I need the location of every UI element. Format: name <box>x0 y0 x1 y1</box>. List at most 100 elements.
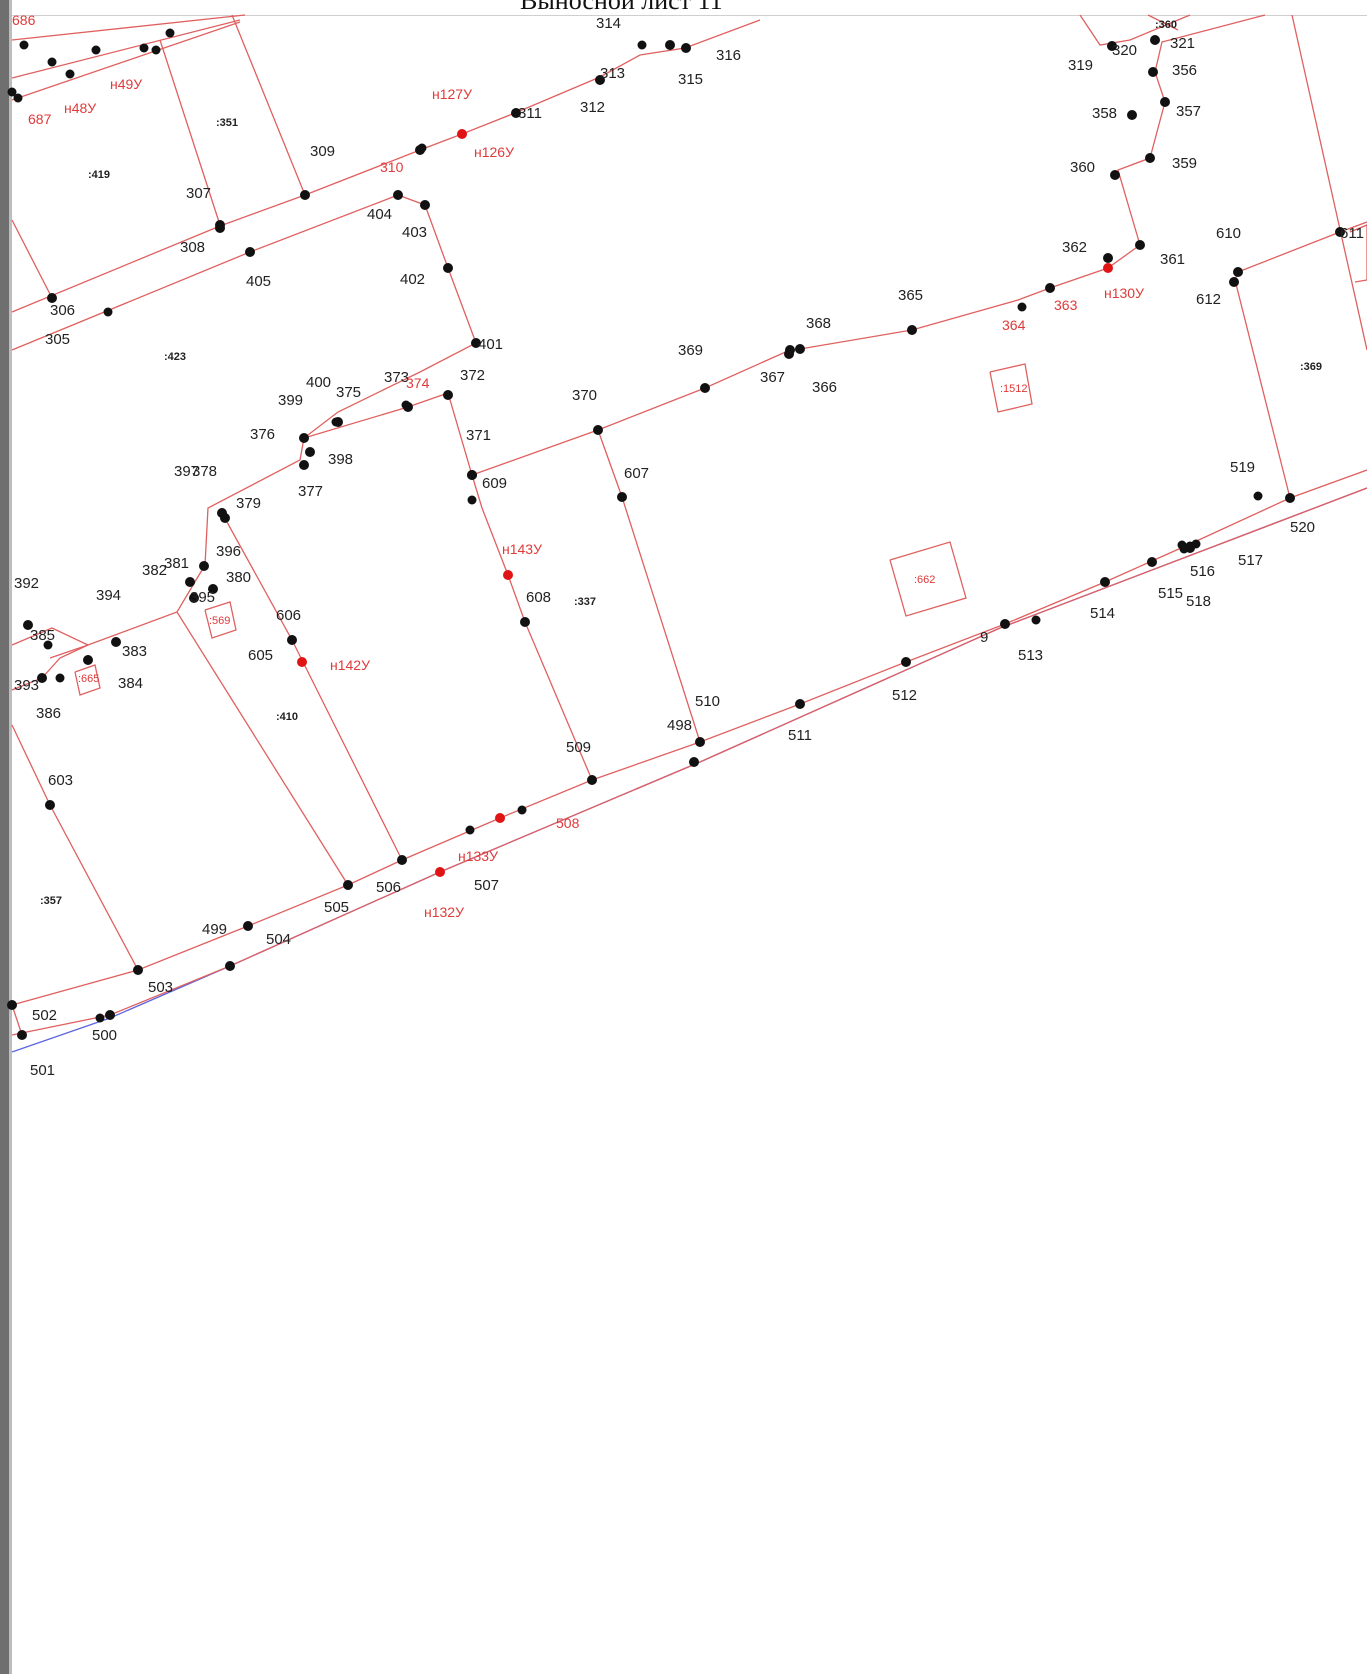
boundary-point-dot <box>1229 277 1239 287</box>
point-label: 513 <box>1018 647 1043 664</box>
boundary-point-dot <box>1233 267 1243 277</box>
boundary-point-dot <box>471 338 481 348</box>
point-label: н143У <box>502 541 542 557</box>
point-label: 506 <box>376 879 401 896</box>
point-label: 403 <box>402 224 427 241</box>
boundary-line <box>11 14 246 41</box>
boundary-points <box>7 28 1345 1040</box>
point-label: 611 <box>1340 225 1364 242</box>
boundary-point-dot <box>13 93 23 103</box>
boundary-point-dot <box>1031 615 1041 625</box>
boundary-point-dot <box>1177 540 1187 550</box>
point-label: н130У <box>1104 285 1144 301</box>
boundary-point-dot <box>1110 170 1120 180</box>
point-label: 365 <box>898 287 923 304</box>
point-label: 383 <box>122 643 147 660</box>
boundary-point-dot <box>795 699 805 709</box>
boundary-point-dot <box>907 325 917 335</box>
parcel-label: :662 <box>914 574 935 586</box>
boundary-point-dot <box>665 40 675 50</box>
boundary-point-dot <box>1148 67 1158 77</box>
point-label: 606 <box>276 607 301 624</box>
parcel-label: :357 <box>40 895 62 907</box>
boundary-point-dot <box>1253 491 1263 501</box>
boundary-point-dot <box>297 657 307 667</box>
point-label: 502 <box>32 1007 57 1024</box>
boundary-point-dot <box>139 43 149 53</box>
point-label: 367 <box>760 369 785 386</box>
boundary-point-dot <box>65 69 75 79</box>
point-label: 503 <box>148 979 173 996</box>
point-label: 359 <box>1172 155 1197 172</box>
point-label: 515 <box>1158 585 1183 602</box>
boundary-point-dot <box>55 673 65 683</box>
boundary-point-dot <box>151 45 161 55</box>
boundary-point-dot <box>1135 240 1145 250</box>
boundary-point-dot <box>593 425 603 435</box>
point-label: 520 <box>1290 519 1315 536</box>
boundary-line <box>11 219 53 299</box>
boundary-point-dot <box>103 307 113 317</box>
point-label: 400 <box>306 374 331 391</box>
boundary-point-dot <box>1103 263 1113 273</box>
boundary-point-dot <box>617 492 627 502</box>
point-label: 398 <box>328 451 353 468</box>
boundary-point-dot <box>299 433 309 443</box>
point-label: 378 <box>192 463 217 480</box>
boundary-point-dot <box>225 961 235 971</box>
parcel-label: :410 <box>276 711 298 723</box>
point-label: 499 <box>202 921 227 938</box>
point-label: 517 <box>1238 552 1263 569</box>
point-label: 511 <box>788 727 812 744</box>
parcel-label: :360 <box>1155 19 1177 31</box>
boundary-point-dot <box>511 108 521 118</box>
point-label: 356 <box>1172 62 1197 79</box>
point-label: 375 <box>336 384 361 401</box>
point-label: н126У <box>474 144 514 160</box>
boundary-point-dot <box>435 867 445 877</box>
point-label: 315 <box>678 71 703 88</box>
boundary-point-dot <box>37 673 47 683</box>
boundary-line <box>11 19 761 313</box>
point-label: 394 <box>96 587 121 604</box>
point-label: 396 <box>216 543 241 560</box>
point-label: 397 <box>174 463 199 480</box>
boundary-point-dot <box>1150 35 1160 45</box>
point-label: 360 <box>1070 159 1095 176</box>
boundary-line <box>11 487 1367 1053</box>
point-labels: 314 313 316 315 312 311 310 309 307 308 306 305 405 4… <box>12 12 1364 1079</box>
boundary-point-dot <box>189 593 199 603</box>
boundary-point-dot <box>1160 97 1170 107</box>
boundary-point-dot <box>185 577 195 587</box>
point-label: 603 <box>48 772 73 789</box>
boundary-line <box>1291 14 1367 351</box>
point-label: 505 <box>324 899 349 916</box>
point-label: 314 <box>596 15 621 32</box>
point-label: 305 <box>45 331 70 348</box>
point-label: 361 <box>1160 251 1185 268</box>
point-label: 404 <box>367 206 392 223</box>
point-label: 376 <box>250 426 275 443</box>
point-label: 311 <box>518 105 542 122</box>
point-label: 498 <box>667 717 692 734</box>
point-label: 377 <box>298 483 323 500</box>
boundary-point-dot <box>1127 110 1137 120</box>
boundary-point-dot <box>467 470 477 480</box>
boundary-point-dot <box>1145 153 1155 163</box>
parcel-label: :351 <box>216 117 238 129</box>
boundary-line <box>303 204 477 439</box>
point-label: 399 <box>278 392 303 409</box>
point-label: 386 <box>36 705 61 722</box>
point-label: 372 <box>460 367 485 384</box>
boundary-point-dot <box>17 1030 27 1040</box>
point-label: н127У <box>432 86 472 102</box>
boundary-line <box>11 724 139 971</box>
point-label: 687 <box>28 111 52 127</box>
parcel-label: :1512 <box>1000 383 1028 395</box>
parcel-label: :423 <box>164 351 186 363</box>
boundary-point-dot <box>401 400 411 410</box>
boundary-point-dot <box>91 45 101 55</box>
point-label: 316 <box>716 47 741 64</box>
point-label: 501 <box>30 1062 55 1079</box>
